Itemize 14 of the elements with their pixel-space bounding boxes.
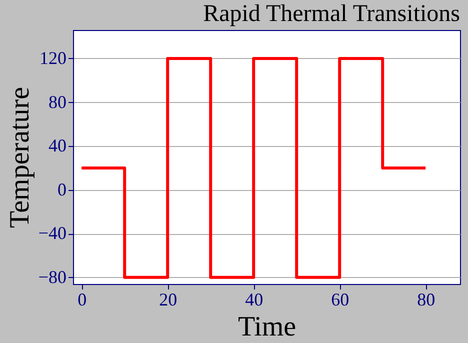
chart-title: Rapid Thermal Transitions bbox=[203, 1, 460, 27]
y-axis-title: Temperature bbox=[4, 86, 36, 228]
x-axis-title: Time bbox=[238, 312, 296, 342]
x-tick-label: 0 bbox=[78, 290, 87, 310]
x-tick-label: 40 bbox=[245, 290, 264, 310]
y-tick-label: −40 bbox=[38, 223, 66, 244]
x-tick-label: 60 bbox=[331, 290, 350, 310]
x-tick-label: 80 bbox=[417, 290, 436, 310]
y-tick-label: 40 bbox=[48, 136, 66, 156]
y-tick-label: 80 bbox=[48, 92, 66, 112]
y-tick-label: 120 bbox=[40, 48, 66, 68]
y-tick-label: 0 bbox=[58, 179, 66, 200]
y-tick-label: −80 bbox=[38, 266, 66, 287]
x-tick-label: 20 bbox=[159, 290, 178, 310]
